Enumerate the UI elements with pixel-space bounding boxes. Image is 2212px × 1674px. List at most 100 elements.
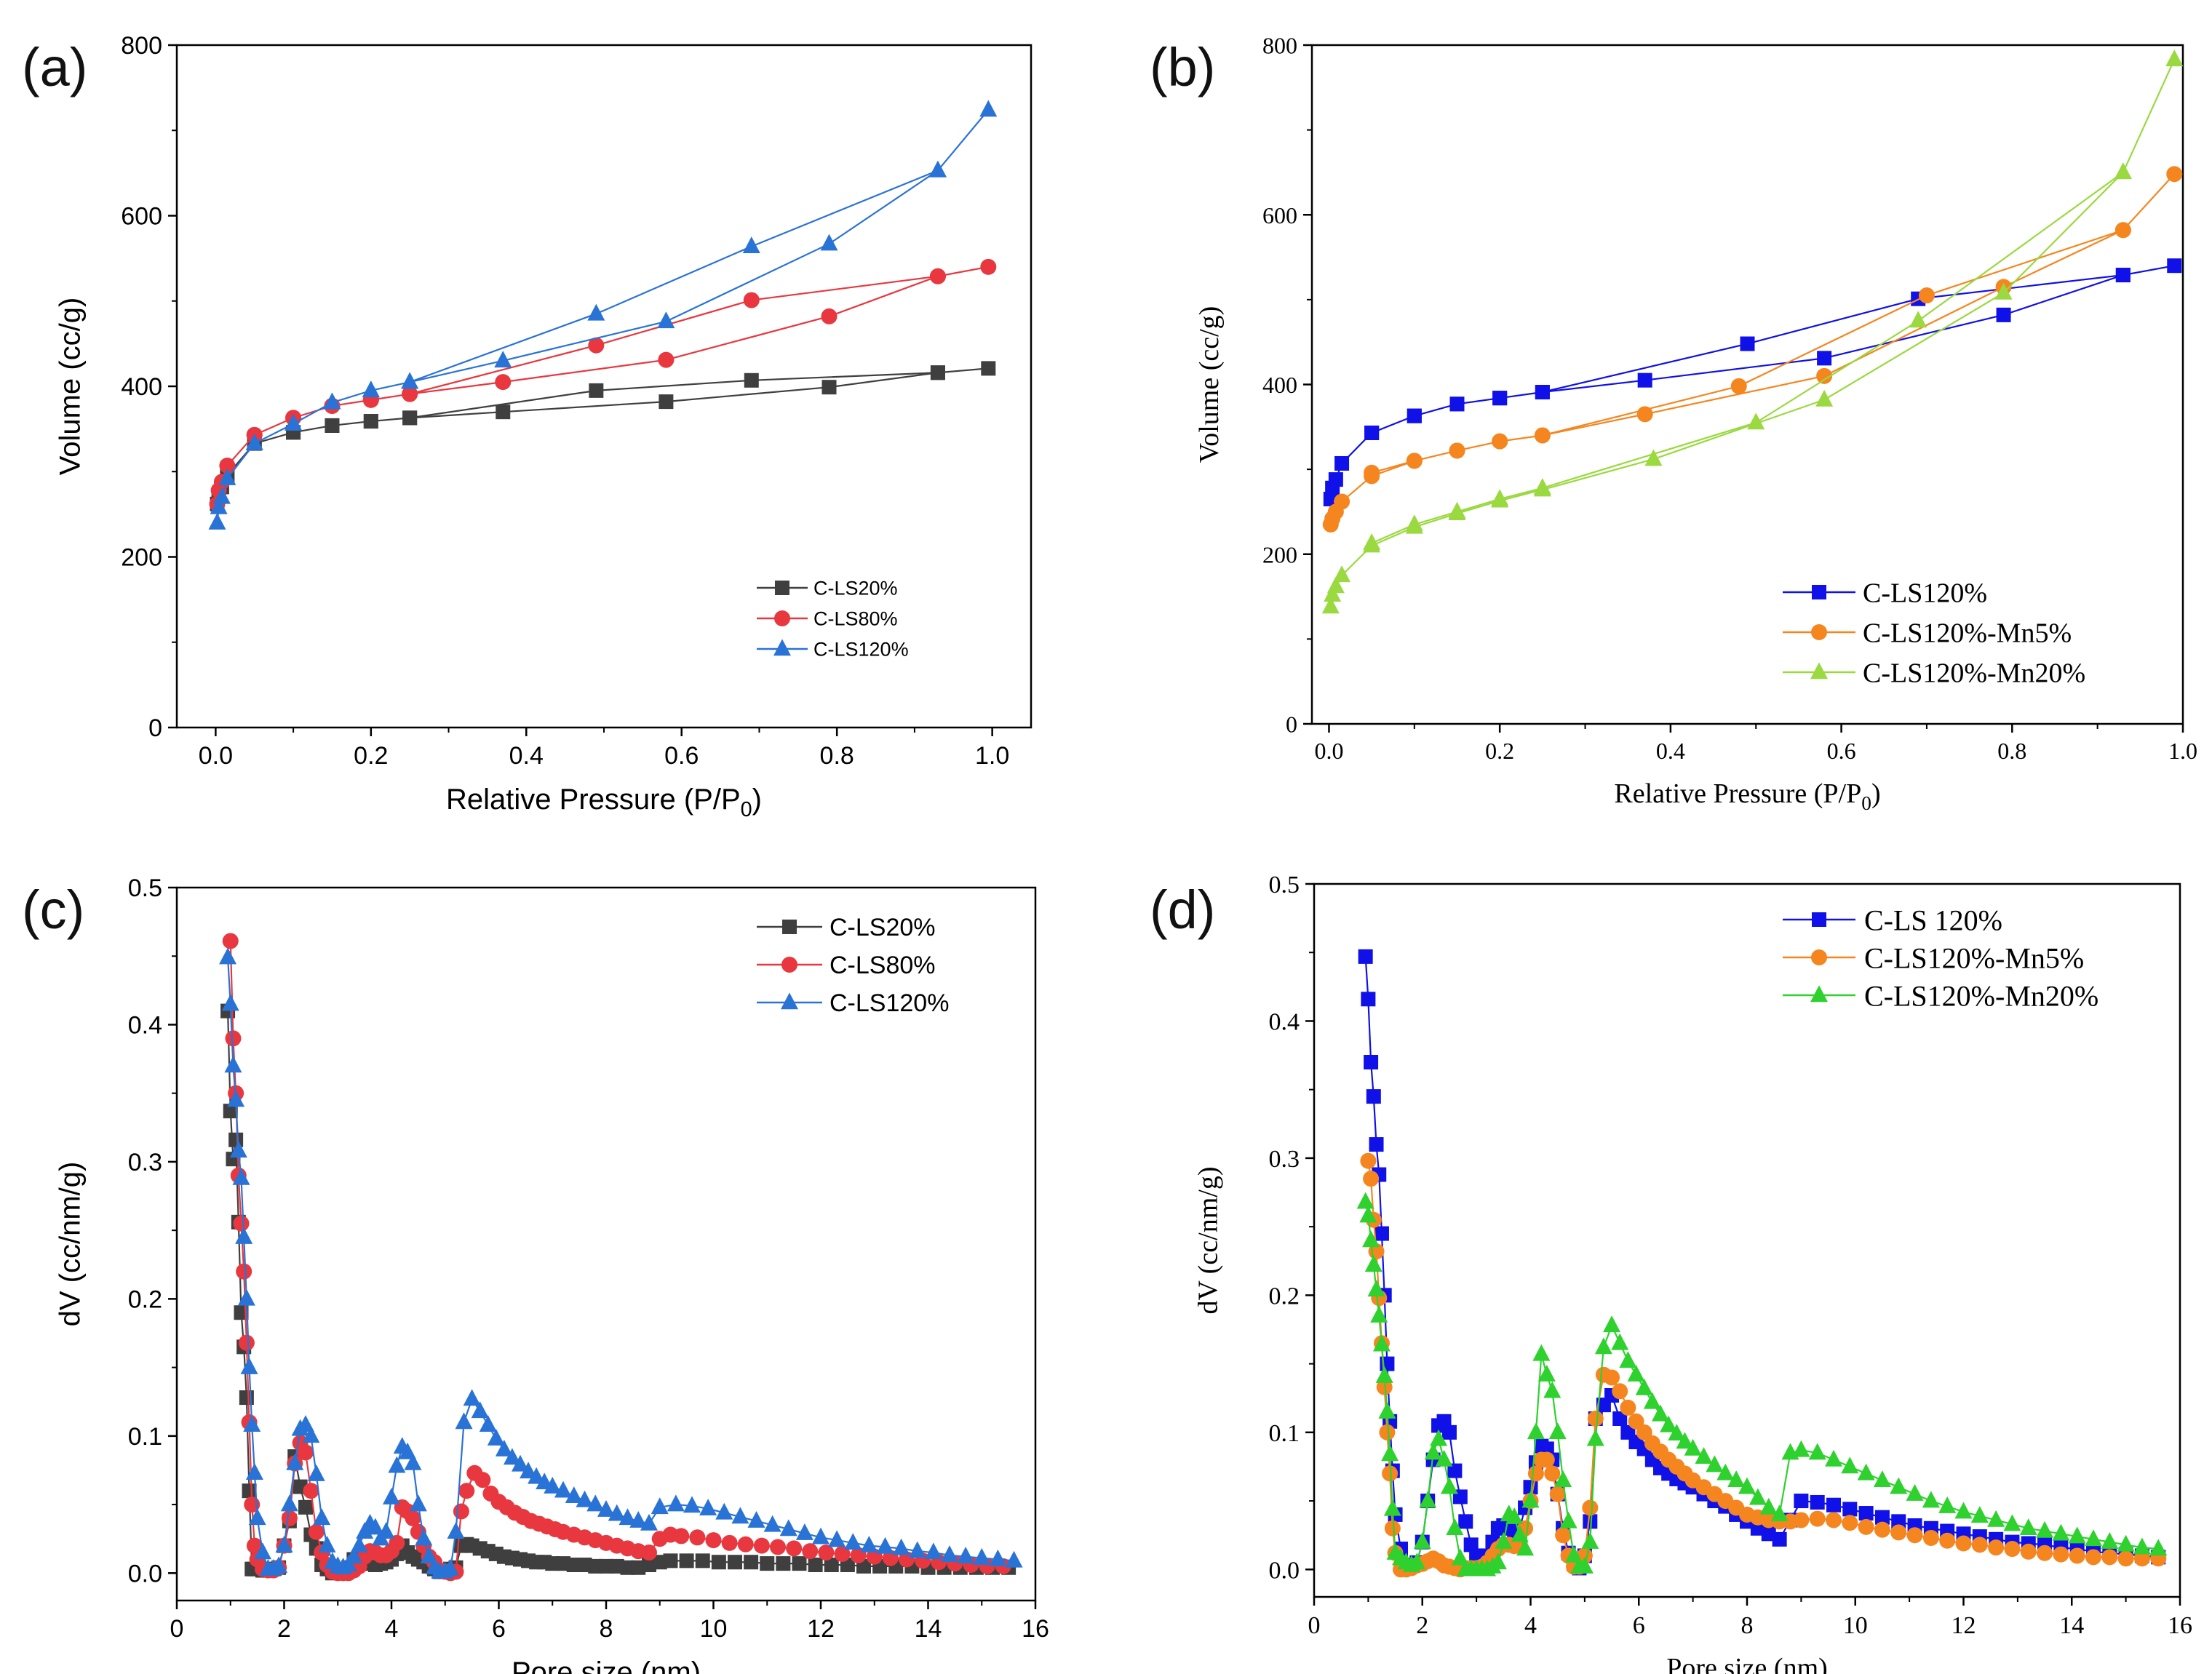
data-point: [1405, 514, 1423, 532]
data-point: [219, 947, 237, 965]
data-point: [1955, 1535, 1972, 1552]
data-point: [1449, 396, 1465, 412]
x-tick-label: 0: [1308, 1612, 1321, 1639]
data-point: [1583, 1514, 1598, 1529]
data-point: [1668, 1424, 1686, 1440]
data-point: [232, 1168, 250, 1185]
x-tick-label: 12: [1952, 1612, 1976, 1639]
data-point: [227, 1090, 245, 1107]
data-point: [1922, 1491, 1940, 1508]
data-point: [683, 1496, 701, 1513]
legend: C-LS20% C-LS80% C-LS120%: [757, 578, 909, 661]
data-point: [1359, 1205, 1377, 1223]
data-point: [1873, 1470, 1891, 1488]
data-point: [989, 1549, 1007, 1566]
data-point: [744, 1555, 759, 1570]
data-point: [1603, 1315, 1621, 1333]
data-point: [285, 413, 303, 431]
data-point: [1684, 1438, 1702, 1456]
y-tick-label: 0: [148, 714, 162, 742]
data-point: [699, 1499, 717, 1515]
y-tick-label: 200: [121, 544, 162, 572]
legend-marker: [1810, 985, 1828, 1003]
data-point: [1527, 1465, 1544, 1482]
data-point: [308, 1523, 325, 1540]
legend-marker: [774, 610, 790, 626]
x-axis-title-main: Pore size (nm): [512, 1657, 701, 1674]
data-point: [1730, 378, 1747, 394]
data-point: [212, 487, 231, 504]
data-point: [313, 1508, 331, 1526]
series-line: [226, 1011, 1009, 1574]
x-axis-title: Pore size (nm): [512, 1657, 701, 1674]
data-point: [415, 1528, 433, 1546]
data-point: [2036, 1520, 2054, 1538]
y-tick-label: 800: [121, 32, 162, 60]
data-point: [1361, 992, 1376, 1007]
data-point: [221, 994, 239, 1011]
data-point: [363, 414, 378, 429]
y-axis-title: dV (cc/nm/g): [54, 1162, 86, 1327]
legend-label: C-LS80%: [813, 608, 898, 630]
data-point: [471, 1401, 489, 1419]
data-point: [246, 1537, 263, 1554]
data-point: [1495, 1531, 1513, 1549]
data-point: [496, 404, 511, 420]
data-point: [2037, 1545, 2053, 1561]
data-point: [1575, 1556, 1594, 1574]
data-point: [228, 1132, 244, 1147]
x-tick-label: 0.2: [1485, 738, 1514, 764]
x-tick-label: 1.0: [975, 742, 1009, 770]
data-point: [1644, 449, 1663, 466]
series-square: [210, 361, 996, 511]
series-line: [1329, 173, 2176, 525]
data-point: [1858, 1506, 1874, 1521]
data-point: [520, 1462, 538, 1479]
data-point: [1451, 1548, 1469, 1566]
data-point: [275, 1535, 293, 1553]
data-point: [245, 433, 263, 450]
data-point: [844, 1533, 862, 1550]
y-axis-title: dV (cc/nm/g): [1193, 1167, 1223, 1315]
data-point: [1406, 453, 1423, 469]
data-point: [1970, 1506, 1989, 1523]
data-point: [721, 1534, 738, 1551]
data-point: [1890, 1477, 1908, 1494]
data-point: [651, 1497, 669, 1515]
data-point: [298, 1499, 313, 1515]
data-point: [1918, 287, 1935, 304]
data-point: [1748, 1488, 1767, 1505]
data-point: [1378, 1401, 1396, 1419]
data-point: [1441, 1424, 1457, 1440]
data-point: [743, 292, 760, 308]
data-point: [1366, 1089, 1381, 1104]
y-tick-label: 0.4: [128, 1012, 162, 1040]
series-square: [1358, 949, 2166, 1576]
data-point: [1747, 412, 1765, 430]
data-point: [589, 383, 604, 398]
data-point: [1005, 1550, 1023, 1568]
data-point: [298, 1444, 314, 1461]
legend-marker: [1811, 949, 1827, 965]
data-point: [1794, 1494, 1809, 1509]
data-point: [2117, 1550, 2134, 1567]
data-point: [2117, 1534, 2135, 1552]
series-line: [216, 109, 990, 523]
data-point: [1826, 1497, 1841, 1512]
legend: C-LS120% C-LS120%-Mn5% C-LS120%-Mn20%: [1783, 578, 2085, 689]
data-point: [280, 1494, 298, 1512]
data-point: [1635, 1378, 1653, 1395]
x-tick-label: 0.4: [509, 742, 544, 770]
data-point: [1549, 1486, 1566, 1502]
data-point: [1491, 489, 1509, 506]
data-point: [1334, 455, 1350, 471]
data-point: [1381, 1444, 1399, 1462]
data-point: [1367, 1280, 1385, 1297]
data-point: [1430, 1429, 1448, 1446]
data-point: [1636, 406, 1653, 423]
data-point: [820, 234, 838, 251]
data-point: [1543, 1381, 1561, 1398]
panel-a: (a) 0.0 0.2 0.4 0.6 0.8 1.0 0 200 400 600 800 Relati…: [22, 32, 1033, 821]
legend-label: C-LS120%: [1863, 578, 1987, 609]
